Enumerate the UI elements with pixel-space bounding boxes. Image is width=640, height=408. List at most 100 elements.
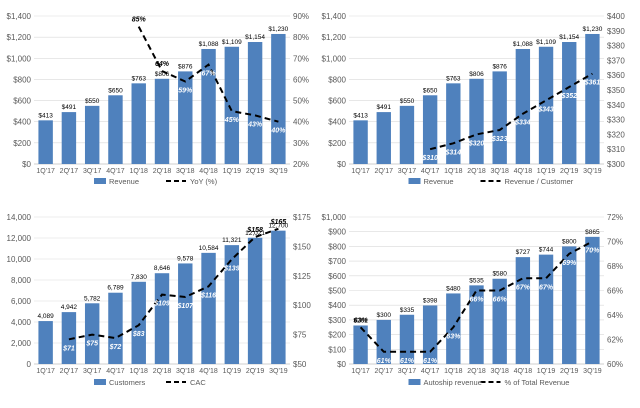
x-tick-label: 3Q'19: [269, 168, 288, 175]
line-data-label: 59%: [178, 88, 193, 95]
bar: [84, 105, 100, 164]
bar-data-label: $650: [108, 87, 123, 94]
legend-label-line: CAC: [190, 378, 206, 387]
line-data-label: $158: [246, 227, 263, 234]
y-left-tick-label: $1,000: [7, 54, 32, 63]
bar: [38, 120, 53, 164]
line-data-label: 64%: [155, 61, 170, 68]
bar-data-label: $800: [562, 238, 577, 245]
bar-data-label: $1,088: [199, 41, 219, 48]
x-tick-label: 2Q'18: [153, 168, 172, 175]
line-data-label: $310: [421, 155, 438, 162]
x-tick-label: 1Q'19: [223, 168, 242, 175]
bar: [515, 257, 531, 364]
bar: [469, 285, 484, 364]
x-tick-label: 2Q'17: [60, 168, 79, 175]
y-right-tick-label: $50: [293, 360, 307, 369]
x-tick-label: 4Q'18: [199, 168, 218, 175]
bar: [376, 112, 391, 164]
legend-swatch-bar: [94, 379, 106, 385]
legend-label-line: YoY (%): [190, 177, 218, 186]
y-right-tick-label: $75: [293, 331, 307, 340]
bar-data-label: $727: [516, 249, 531, 256]
y-right-tick-label: $370: [607, 56, 625, 65]
x-tick-label: 3Q'17: [398, 168, 417, 175]
legend-label-line: Revenue / Customer: [505, 177, 574, 186]
x-tick-label: 1Q'17: [36, 168, 55, 175]
y-left-tick-label: 6,000: [11, 297, 32, 306]
x-tick-label: 1Q'18: [129, 168, 148, 175]
bar: [271, 33, 286, 164]
y-right-tick-label: $400: [607, 12, 625, 21]
bar: [422, 95, 438, 164]
bar: [224, 245, 240, 364]
y-left-tick-label: $1,400: [7, 12, 32, 21]
y-right-tick-label: $300: [607, 160, 625, 169]
y-left-tick-label: $100: [328, 345, 346, 354]
y-left-tick-label: $600: [328, 97, 346, 106]
x-tick-label: 3Q'17: [398, 368, 417, 375]
bar: [492, 71, 507, 164]
bar: [515, 48, 531, 164]
y-left-tick-label: 12,000: [7, 234, 32, 243]
chart-panel-1: $0 $200 $400 $600 $800 $1,000 $1,200 $1,400 20% 3…: [7, 12, 309, 184]
line-data-label: $139: [223, 265, 240, 272]
bar-data-label: $1,109: [536, 39, 556, 46]
line-data-label: $71: [62, 345, 75, 352]
y-left-tick-label: $1,000: [322, 54, 347, 63]
y-left-tick-label: 8,000: [11, 276, 32, 285]
line-data-label: 69%: [562, 260, 577, 267]
bar-data-label: 6,789: [107, 285, 124, 292]
y-right-tick-label: 60%: [293, 75, 309, 84]
line-data-label: $72: [109, 344, 122, 351]
y-right-tick-label: $310: [607, 145, 625, 154]
bar: [178, 263, 193, 364]
bar: [585, 236, 600, 364]
line-data-label: $75: [85, 341, 98, 348]
line-data-label: 70%: [585, 248, 600, 255]
x-tick-label: 2Q'17: [375, 168, 394, 175]
legend-label-bar: Customers: [109, 378, 146, 387]
bar-data-label: $763: [131, 75, 146, 82]
line-data-label: 67%: [516, 284, 531, 291]
x-tick-label: 2Q'17: [375, 368, 394, 375]
bar-data-label: $1,088: [513, 41, 533, 48]
y-right-tick-label: $100: [293, 301, 311, 310]
bar-data-label: $1,154: [245, 34, 265, 41]
y-left-tick-label: 2,000: [11, 339, 32, 348]
bar-data-label: $744: [539, 247, 554, 254]
line-data-label: $83: [132, 331, 145, 338]
x-tick-label: 4Q'17: [421, 168, 440, 175]
y-right-tick-label: 60%: [607, 360, 623, 369]
chart-panel-4: $0 $100 $200 $300 $400 $500 $600 $700 $800 $900 $1…: [322, 213, 623, 385]
x-tick-label: 2Q'19: [560, 168, 579, 175]
chart-panel-2: $0 $200 $400 $600 $800 $1,000 $1,200 $1,400 $300…: [322, 12, 625, 184]
series-line: [68, 227, 279, 341]
y-right-tick-label: 20%: [293, 160, 309, 169]
series-line: [137, 26, 279, 123]
bar: [353, 120, 368, 164]
x-tick-label: 1Q'17: [351, 368, 370, 375]
bar: [61, 112, 77, 164]
line-data-label: 63%: [354, 317, 369, 324]
bar: [492, 278, 507, 364]
bar: [178, 71, 193, 164]
line-data-label: 61%: [423, 358, 438, 365]
bar-data-label: 4,942: [61, 304, 78, 311]
bar-data-label: $550: [400, 98, 415, 105]
y-right-tick-label: 70%: [607, 238, 623, 247]
legend-label-bar: Revenue: [109, 177, 139, 186]
bar-data-label: $335: [400, 307, 415, 314]
bar: [585, 33, 600, 164]
bar: [538, 46, 554, 164]
bar: [469, 78, 484, 164]
bar-data-label: $876: [492, 63, 507, 70]
bar-data-label: $876: [178, 63, 193, 70]
line-data-label: 67%: [202, 71, 217, 78]
bar-data-label: $865: [585, 229, 600, 236]
bar-data-label: $491: [62, 104, 77, 111]
y-right-tick-label: $320: [607, 130, 625, 139]
y-right-tick-label: $340: [607, 101, 625, 110]
legend-label-bar: Revenue: [424, 177, 454, 186]
